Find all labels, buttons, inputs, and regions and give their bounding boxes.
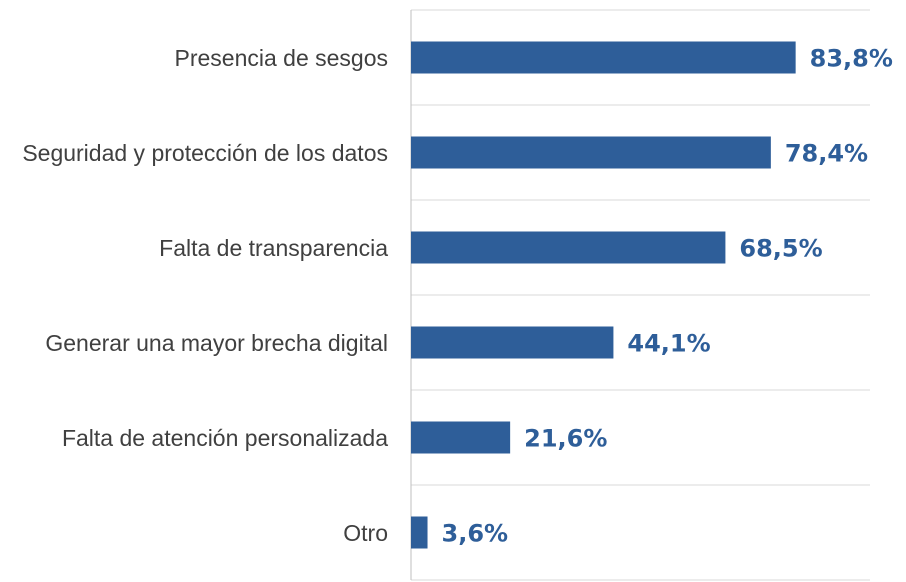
bar	[411, 326, 614, 359]
category-label: Falta de atención personalizada	[61, 424, 388, 451]
category-label: Otro	[343, 519, 388, 546]
category-label: Seguridad y protección de los datos	[22, 139, 388, 166]
value-label: 68,5%	[739, 235, 822, 263]
bar	[411, 231, 726, 264]
bar	[411, 41, 796, 74]
value-label: 83,8%	[810, 45, 893, 73]
value-label: 44,1%	[627, 330, 710, 358]
bar	[411, 421, 511, 454]
value-label: 3,6%	[442, 520, 509, 548]
category-label: Falta de transparencia	[159, 234, 388, 261]
category-label: Generar una mayor brecha digital	[45, 329, 388, 356]
category-label: Presencia de sesgos	[174, 44, 388, 71]
bar	[411, 136, 771, 169]
value-label: 21,6%	[524, 425, 607, 453]
value-label: 78,4%	[785, 140, 868, 168]
bar	[411, 516, 428, 549]
